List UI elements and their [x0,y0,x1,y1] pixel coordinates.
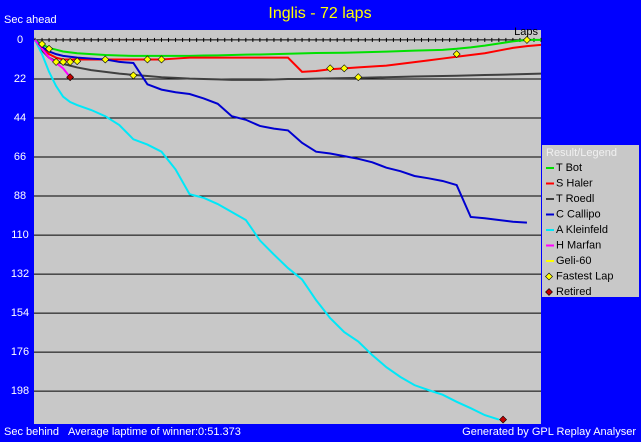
legend-label: S Haler [556,177,593,189]
legend-swatch [545,272,553,281]
marker [52,58,61,66]
marker [340,64,349,73]
marker [66,73,75,82]
footer-left: Average laptime of winner:0:51.373 [68,426,241,438]
legend-label: H Marfan [556,239,601,251]
marker [45,44,53,53]
marker [101,55,110,64]
chart-title: Inglis - 72 laps [268,5,371,22]
plot-area [34,30,541,424]
y-tick-label: 44 [14,112,26,124]
marker [326,64,335,73]
marker [452,50,461,59]
marker [38,40,46,48]
y-tick-label: 176 [11,346,29,358]
y-tick-label: 110 [11,229,29,241]
marker [73,57,82,66]
marker [499,415,507,424]
marker [66,58,75,66]
legend-label: Geli-60 [556,255,591,267]
marker [157,55,166,64]
y-tick-label: 132 [11,268,29,280]
legend-label: T Roedl [556,193,594,205]
marker [523,36,531,44]
series-line [34,38,541,57]
legend-label: C Callipo [556,208,601,220]
marker [59,58,68,66]
series-line [34,39,542,73]
legend-label: T Bot [556,162,582,174]
series-line [34,39,500,421]
marker [354,73,363,82]
series-line [34,39,542,81]
legend-box [542,145,639,297]
y-tick-label: 88 [14,190,26,202]
legend-label: A Kleinfeld [556,224,608,236]
y-label-bottom: Sec behind [4,426,59,438]
marker [143,55,152,64]
marker [129,71,138,80]
footer-right: Generated by GPL Replay Analyser [462,426,636,438]
y-tick-label: 0 [17,34,23,46]
y-tick-label: 22 [14,73,26,85]
legend-label: Fastest Lap [556,270,613,282]
y-tick-label: 66 [14,151,26,163]
y-label-top: Sec ahead [4,14,57,26]
legend-label: Retired [556,286,591,298]
legend-swatch [545,288,553,296]
x-label: Laps [514,26,538,38]
y-tick-label: 154 [11,307,29,319]
series-line [34,39,528,224]
legend-title: Result/Legend [546,147,617,159]
series-line [34,39,71,78]
y-tick-label: 198 [11,385,29,397]
